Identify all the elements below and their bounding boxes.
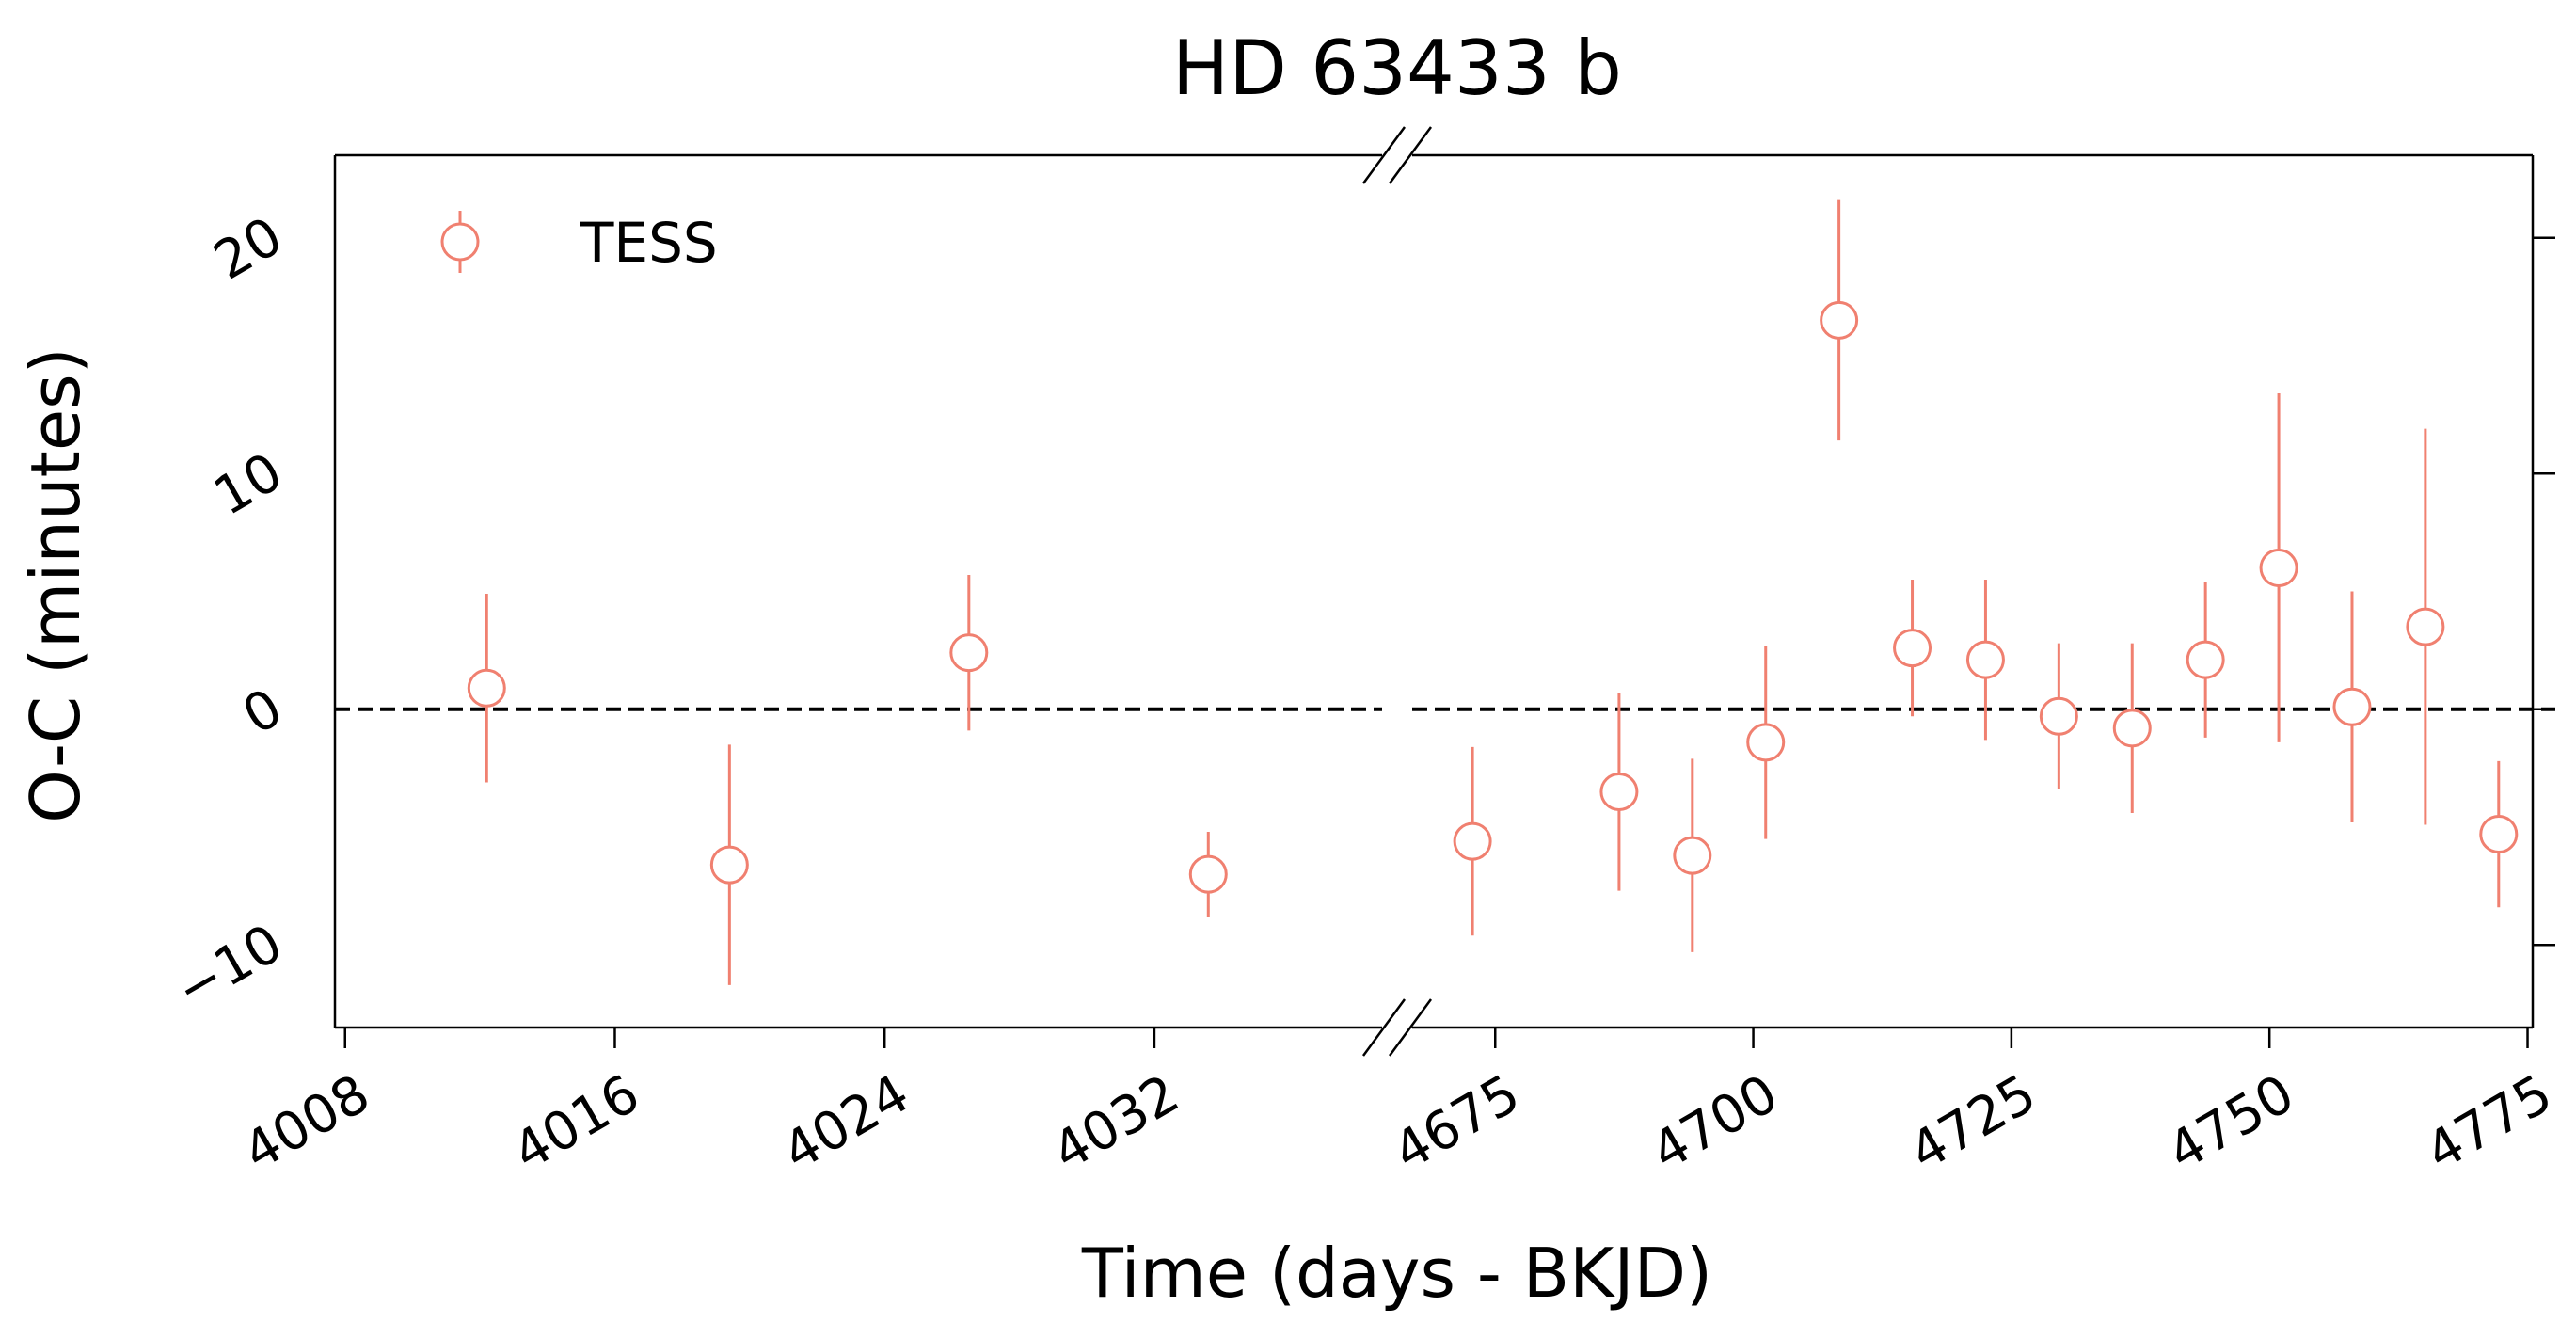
- data-point: [2039, 696, 2078, 736]
- data-point: [949, 633, 989, 673]
- data-point: [2112, 709, 2152, 748]
- x-tick-label: 4008: [233, 1063, 380, 1184]
- x-tick-label: 4024: [772, 1063, 919, 1184]
- data-point: [1965, 640, 2005, 679]
- data-point: [2259, 548, 2298, 587]
- x-tick-label: 4750: [2157, 1063, 2304, 1184]
- data-point: [2479, 815, 2519, 854]
- data-point: [1453, 821, 1492, 861]
- data-point: [1893, 629, 1932, 668]
- data-point: [1599, 772, 1639, 811]
- x-axis-title: Time (days - BKJD): [1081, 1234, 1712, 1313]
- x-tick-label: 4775: [2416, 1063, 2563, 1184]
- legend-marker: [440, 222, 480, 262]
- x-tick-label: 4725: [1900, 1063, 2046, 1184]
- y-tick-label: 0: [233, 677, 293, 747]
- data-point: [1746, 723, 1786, 762]
- x-tick-label: 4700: [1642, 1063, 1789, 1184]
- axis-break-top-mark: [1361, 126, 1407, 184]
- y-axis-title: O-C (minutes): [16, 347, 95, 822]
- axis-break-bottom-mark: [1388, 998, 1433, 1057]
- data-point: [2332, 687, 2372, 726]
- chart-title: HD 63433 b: [1172, 24, 1622, 112]
- x-tick-label: 4032: [1042, 1063, 1189, 1184]
- axis-break-gap: [1382, 1022, 1412, 1033]
- data-point: [1188, 854, 1228, 894]
- axis-break-bottom-mark: [1361, 998, 1407, 1057]
- data-points: [467, 199, 2519, 985]
- y-tick-label: 20: [204, 206, 293, 293]
- x-tick-label: 4016: [503, 1063, 650, 1184]
- legend-entry-tess: TESS: [580, 211, 718, 275]
- data-point: [467, 668, 506, 708]
- legend: TESS: [440, 211, 718, 275]
- y-tick-label: 10: [204, 441, 293, 528]
- x-tick-label: 4675: [1383, 1063, 1530, 1184]
- data-point: [2186, 640, 2225, 679]
- y-tick-label: −10: [166, 913, 293, 1021]
- data-point: [1673, 836, 1712, 875]
- axis-break-gap: [1382, 150, 1412, 161]
- data-point: [709, 845, 749, 885]
- axis-break-top-mark: [1388, 126, 1433, 184]
- data-point: [1820, 300, 1859, 340]
- data-point: [2406, 607, 2445, 646]
